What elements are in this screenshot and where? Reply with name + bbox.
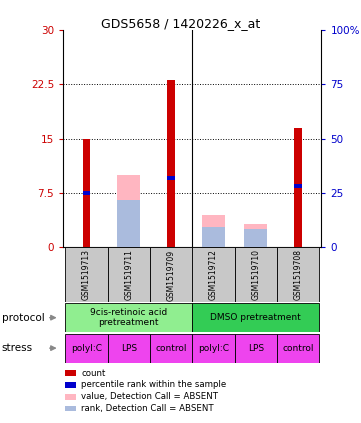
Bar bbox=[65, 406, 76, 411]
Text: control: control bbox=[282, 343, 314, 353]
Text: GSM1519708: GSM1519708 bbox=[293, 250, 303, 300]
Bar bbox=[108, 247, 150, 302]
Text: stress: stress bbox=[2, 343, 33, 353]
Text: control: control bbox=[155, 343, 187, 353]
Text: protocol: protocol bbox=[2, 313, 44, 323]
Bar bbox=[65, 303, 192, 332]
Text: DMSO pretreatment: DMSO pretreatment bbox=[210, 313, 301, 322]
Bar bbox=[235, 247, 277, 302]
Bar bbox=[202, 227, 225, 247]
Text: LPS: LPS bbox=[121, 343, 137, 353]
Bar bbox=[65, 371, 76, 376]
Bar bbox=[202, 215, 225, 247]
Bar bbox=[167, 80, 175, 247]
Bar bbox=[192, 247, 235, 302]
Bar bbox=[244, 229, 268, 247]
Text: GSM1519712: GSM1519712 bbox=[209, 250, 218, 300]
Bar bbox=[235, 334, 277, 363]
Bar bbox=[150, 247, 192, 302]
Text: 9cis-retinoic acid
pretreatment: 9cis-retinoic acid pretreatment bbox=[90, 308, 168, 327]
Text: percentile rank within the sample: percentile rank within the sample bbox=[81, 380, 226, 390]
Bar bbox=[294, 128, 302, 247]
Bar bbox=[244, 224, 268, 247]
Bar bbox=[65, 382, 76, 387]
Text: GSM1519710: GSM1519710 bbox=[251, 250, 260, 300]
Bar bbox=[65, 394, 76, 399]
Text: polyI:C: polyI:C bbox=[71, 343, 102, 353]
Bar bbox=[117, 200, 140, 247]
Bar bbox=[277, 247, 319, 302]
Text: GDS5658 / 1420226_x_at: GDS5658 / 1420226_x_at bbox=[101, 17, 260, 30]
Bar bbox=[65, 334, 108, 363]
Text: rank, Detection Call = ABSENT: rank, Detection Call = ABSENT bbox=[81, 404, 214, 413]
Text: GSM1519713: GSM1519713 bbox=[82, 250, 91, 300]
Bar bbox=[65, 247, 108, 302]
Text: polyI:C: polyI:C bbox=[198, 343, 229, 353]
Bar bbox=[192, 303, 319, 332]
Bar bbox=[192, 334, 235, 363]
Text: LPS: LPS bbox=[248, 343, 264, 353]
Bar bbox=[108, 334, 150, 363]
Bar bbox=[83, 139, 90, 247]
Bar bbox=[117, 175, 140, 247]
Bar bbox=[83, 191, 90, 195]
Bar bbox=[167, 176, 175, 181]
Bar bbox=[277, 334, 319, 363]
Bar bbox=[150, 334, 192, 363]
Text: value, Detection Call = ABSENT: value, Detection Call = ABSENT bbox=[81, 392, 218, 401]
Text: GSM1519711: GSM1519711 bbox=[124, 250, 133, 300]
Bar bbox=[294, 184, 302, 188]
Text: count: count bbox=[81, 368, 106, 378]
Text: GSM1519709: GSM1519709 bbox=[166, 250, 175, 300]
